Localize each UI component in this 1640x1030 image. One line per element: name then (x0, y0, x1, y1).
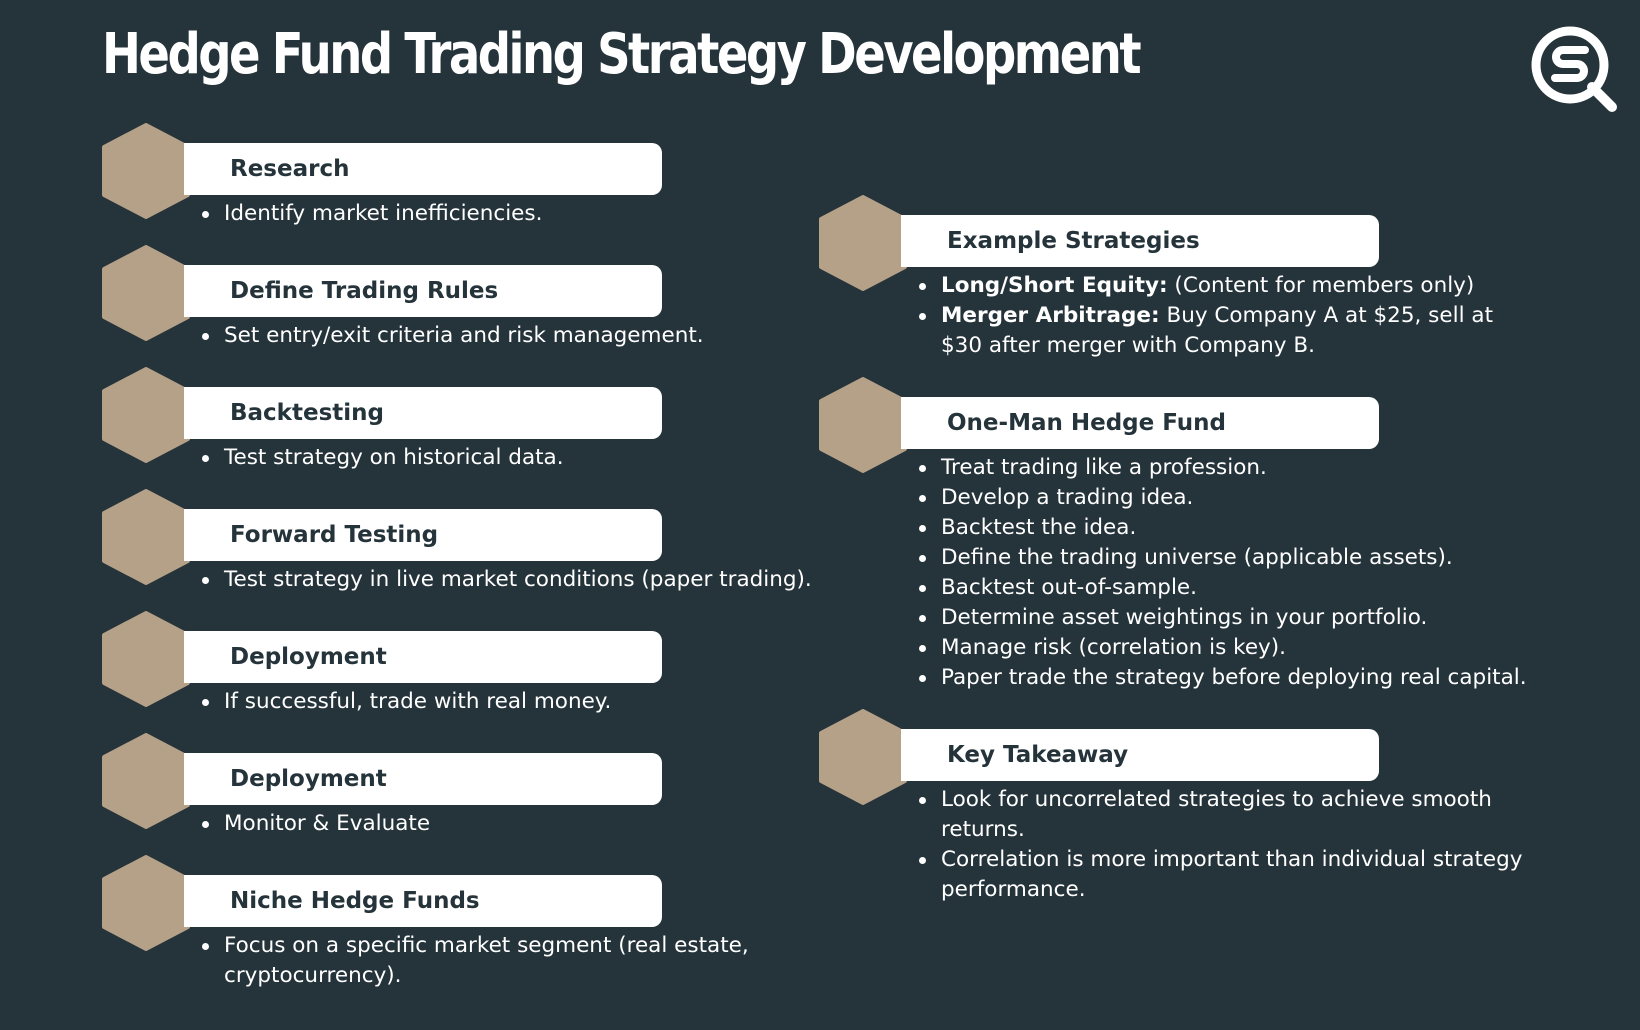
bullet-list: Test strategy on historical data. (200, 443, 920, 473)
strategy-name: Merger Arbitrage: (941, 303, 1160, 328)
section-title: Forward Testing (230, 522, 439, 548)
hexagon-icon (102, 489, 190, 585)
bullet-list: Treat trading like a profession. Develop… (917, 453, 1637, 693)
bullet-list: Set entry/exit criteria and risk managem… (200, 321, 920, 351)
section-header: Key Takeaway (901, 729, 1379, 781)
hexagon-icon (819, 377, 907, 473)
hexagon-icon (819, 195, 907, 291)
list-item: Look for uncorrelated strategies to achi… (917, 785, 1537, 845)
bullet-list: Identify market inefficiencies. (200, 199, 920, 229)
list-item: Define the trading universe (applicable … (917, 543, 1637, 573)
list-item: Long/Short Equity: (Content for members … (917, 271, 1637, 301)
section-header: Example Strategies (901, 215, 1379, 267)
hexagon-icon (102, 855, 190, 951)
section-title: Niche Hedge Funds (230, 888, 480, 914)
hexagon-icon (102, 367, 190, 463)
section-title: Backtesting (230, 400, 384, 426)
list-item: Backtest out-of-sample. (917, 573, 1637, 603)
strategy-name: Long/Short Equity: (941, 273, 1168, 298)
list-item: Manage risk (correlation is key). (917, 633, 1637, 663)
section-header: Deployment (184, 631, 662, 683)
list-item: Set entry/exit criteria and risk managem… (200, 321, 920, 351)
section-header: Research (184, 143, 662, 195)
hexagon-icon (819, 709, 907, 805)
section-title: Deployment (230, 644, 387, 670)
section-header: Define Trading Rules (184, 265, 662, 317)
hexagon-icon (102, 733, 190, 829)
list-item: Develop a trading idea. (917, 483, 1637, 513)
bullet-list: If successful, trade with real money. (200, 687, 920, 717)
bullet-list: Look for uncorrelated strategies to achi… (917, 785, 1537, 905)
section-title: Research (230, 156, 350, 182)
section-title: One-Man Hedge Fund (947, 410, 1227, 436)
section-header: Backtesting (184, 387, 662, 439)
section-header: Deployment (184, 753, 662, 805)
list-item: Monitor & Evaluate (200, 809, 920, 839)
section-header: One-Man Hedge Fund (901, 397, 1379, 449)
hexagon-icon (102, 245, 190, 341)
strategy-description: Buy Company A at $25, sell at $30 after … (941, 303, 1493, 358)
list-item: Correlation is more important than indiv… (917, 845, 1537, 905)
section-title: Key Takeaway (947, 742, 1129, 768)
list-item: Treat trading like a profession. (917, 453, 1637, 483)
list-item: Test strategy in live market conditions … (200, 565, 920, 595)
section-header: Niche Hedge Funds (184, 875, 662, 927)
section-header: Forward Testing (184, 509, 662, 561)
list-item: If successful, trade with real money. (200, 687, 920, 717)
list-item: Merger Arbitrage: Buy Company A at $25, … (917, 301, 1537, 361)
strategy-description: (Content for members only) (1167, 273, 1475, 298)
q-search-logo-icon (1531, 26, 1617, 112)
section-title: Example Strategies (947, 228, 1200, 254)
bullet-list: Monitor & Evaluate (200, 809, 920, 839)
section-title: Deployment (230, 766, 387, 792)
list-item: Paper trade the strategy before deployin… (917, 663, 1637, 693)
list-item: Identify market inefficiencies. (200, 199, 920, 229)
hexagon-icon (102, 123, 190, 219)
bullet-list: Long/Short Equity: (Content for members … (917, 271, 1637, 361)
hexagon-icon (102, 611, 190, 707)
section-title: Define Trading Rules (230, 278, 499, 304)
bullet-list: Focus on a specific market segment (real… (200, 931, 780, 991)
list-item: Focus on a specific market segment (real… (200, 931, 780, 991)
bullet-list: Test strategy in live market conditions … (200, 565, 920, 595)
page-title: Hedge Fund Trading Strategy Development (102, 22, 1142, 87)
list-item: Determine asset weightings in your portf… (917, 603, 1637, 633)
list-item: Test strategy on historical data. (200, 443, 920, 473)
list-item: Backtest the idea. (917, 513, 1637, 543)
